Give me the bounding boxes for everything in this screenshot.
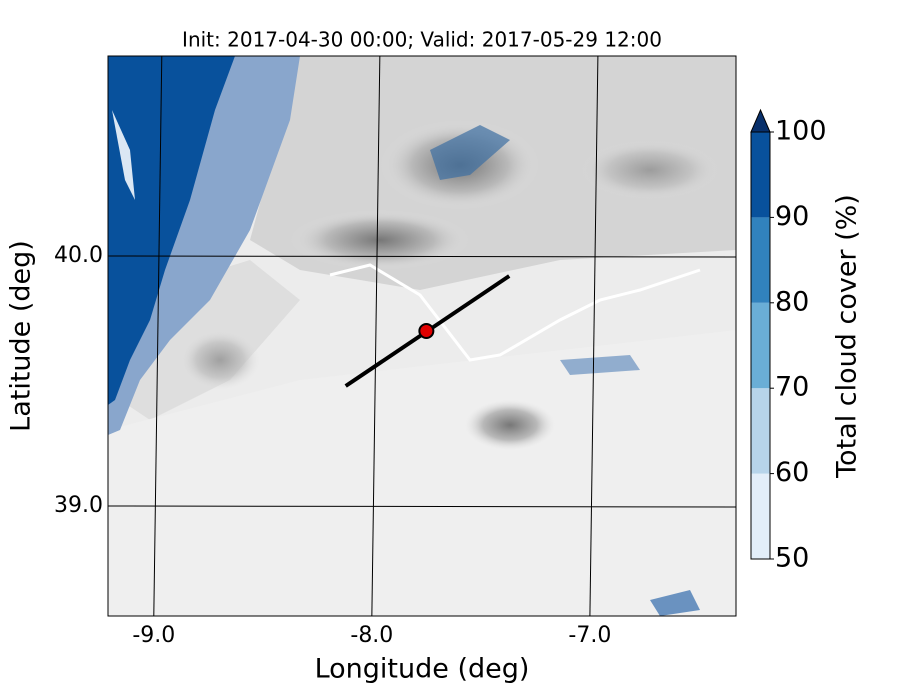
colorbar-segment — [751, 302, 770, 389]
x-tick-label: -7.0 — [568, 623, 611, 648]
colorbar-tick-label: 50 — [775, 543, 809, 574]
map-background — [108, 56, 736, 616]
colorbar-segment — [751, 473, 770, 559]
y-axis-label: Latitude (deg) — [6, 240, 37, 432]
map-title: Init: 2017-04-30 00:00; Valid: 2017-05-2… — [182, 28, 662, 52]
colorbar-tick-label: 80 — [775, 286, 809, 317]
colorbar-segment — [751, 388, 770, 474]
plot-area: -9.0 -8.0 -7.0 40.0 39.0 — [54, 55, 737, 648]
parallel — [107, 505, 737, 508]
meridian — [153, 55, 163, 617]
colorbar-extend — [750, 108, 771, 133]
meridian — [589, 55, 599, 617]
meridian — [371, 55, 381, 617]
x-axis-label: Longitude (deg) — [315, 654, 530, 685]
location-marker — [418, 323, 435, 339]
plot-frame — [107, 55, 737, 617]
colorbar-frame — [750, 131, 771, 560]
colorbar-tick-label: 90 — [775, 201, 809, 232]
y-tick-label: 40.0 — [54, 243, 103, 268]
x-tick-label: -8.0 — [350, 623, 393, 648]
colorbar-tick-label: 100 — [775, 116, 827, 147]
colorbar-tick-label: 70 — [775, 372, 809, 403]
x-tick-label: -9.0 — [132, 623, 175, 648]
colorbar-segment — [751, 132, 770, 218]
colorbar: 50 60 70 80 90 100 — [750, 108, 827, 574]
colorbar-label: Total cloud cover (%) — [832, 194, 863, 479]
y-tick-label: 39.0 — [54, 493, 103, 518]
colorbar-tick-label: 60 — [775, 457, 809, 488]
colorbar-segment — [751, 217, 770, 303]
parallel — [107, 255, 737, 258]
